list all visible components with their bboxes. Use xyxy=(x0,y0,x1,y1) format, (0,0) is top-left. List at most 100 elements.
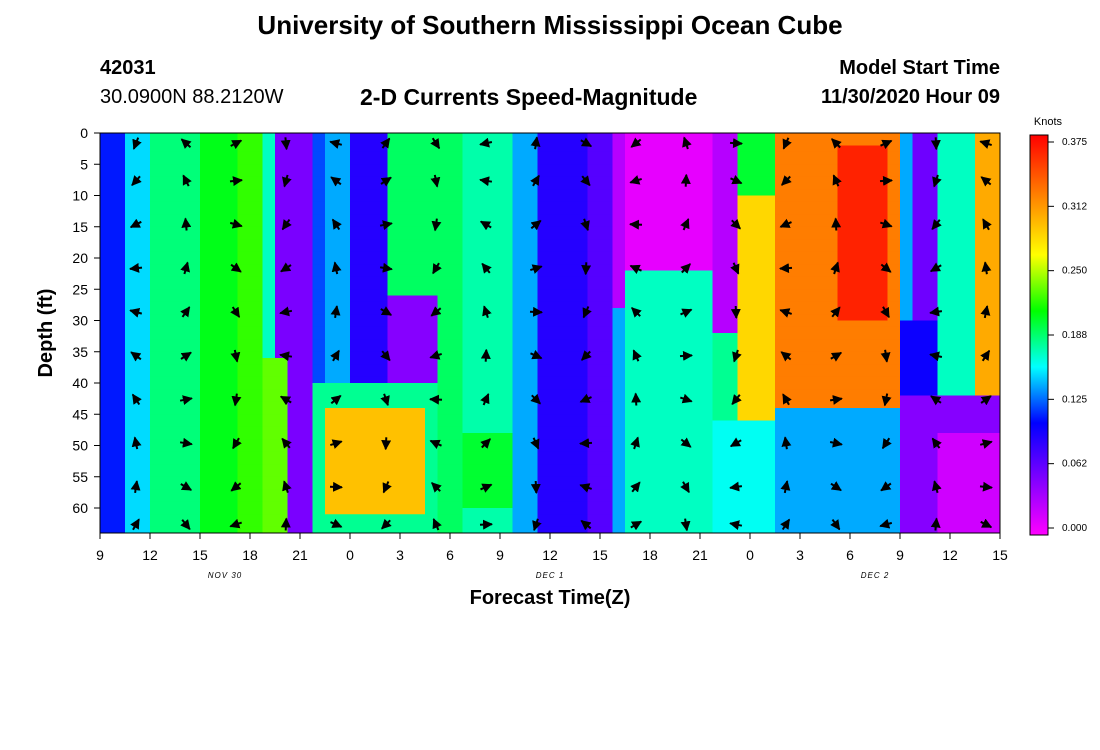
heatmap-cell xyxy=(687,376,701,384)
heatmap-cell xyxy=(700,220,714,228)
heatmap-cell xyxy=(225,433,239,440)
heatmap-cell xyxy=(400,501,414,509)
heatmap-cell xyxy=(875,214,889,222)
heatmap-cell xyxy=(125,376,139,384)
heatmap-cell xyxy=(437,351,451,359)
heatmap-cell xyxy=(362,426,376,434)
heatmap-cell xyxy=(637,439,651,447)
heatmap-cell xyxy=(862,245,876,253)
heatmap-cell xyxy=(212,351,226,359)
heatmap-cell xyxy=(962,170,976,178)
heatmap-cell xyxy=(262,308,276,315)
heatmap-cell xyxy=(100,389,114,397)
heatmap-cell xyxy=(187,395,201,403)
heatmap-cell xyxy=(400,383,414,390)
current-arrow xyxy=(929,306,943,317)
heatmap-cell xyxy=(262,426,276,434)
heatmap-cell xyxy=(700,383,714,390)
heatmap-cell xyxy=(562,314,576,322)
heatmap-cell xyxy=(300,339,314,347)
heatmap-cell xyxy=(562,295,576,303)
heatmap-cell xyxy=(262,239,276,247)
heatmap-cell xyxy=(400,214,414,222)
heatmap-cell xyxy=(112,270,126,278)
heatmap-cell xyxy=(875,414,889,422)
heatmap-cell xyxy=(862,383,876,390)
heatmap-cell xyxy=(262,401,276,409)
heatmap-cell xyxy=(400,139,414,147)
heatmap-cell xyxy=(612,439,626,447)
heatmap-cell xyxy=(650,301,664,309)
heatmap-cell xyxy=(137,220,151,228)
heatmap-cell xyxy=(387,239,401,247)
heatmap-cell xyxy=(850,326,864,334)
heatmap-cell xyxy=(275,295,289,303)
heatmap-cell xyxy=(212,376,226,384)
heatmap-cell xyxy=(600,295,614,303)
heatmap-cell xyxy=(675,501,689,509)
heatmap-cell xyxy=(100,408,114,415)
heatmap-cell xyxy=(325,526,339,533)
heatmap-cell xyxy=(237,339,251,347)
heatmap-cell xyxy=(425,195,439,203)
heatmap-cell xyxy=(262,301,276,309)
heatmap-cell xyxy=(925,414,939,422)
heatmap-cell xyxy=(387,201,401,209)
heatmap-cell xyxy=(300,351,314,359)
heatmap-cell xyxy=(150,170,164,178)
heatmap-cell xyxy=(650,489,664,497)
heatmap-cell xyxy=(712,164,726,172)
heatmap-cell xyxy=(350,420,364,428)
heatmap-cell xyxy=(575,289,589,297)
heatmap-cell xyxy=(375,151,389,159)
heatmap-cell xyxy=(950,133,964,140)
heatmap-cell xyxy=(325,145,339,153)
heatmap-cell xyxy=(675,414,689,422)
heatmap-cell xyxy=(225,376,239,384)
heatmap-cell xyxy=(600,226,614,234)
heatmap-cell xyxy=(387,158,401,165)
heatmap-cell xyxy=(450,220,464,228)
heatmap-cell xyxy=(587,183,601,190)
heatmap-cell xyxy=(700,283,714,290)
heatmap-cell xyxy=(350,526,364,533)
heatmap-cell xyxy=(512,314,526,322)
heatmap-cell xyxy=(650,308,664,315)
heatmap-cell xyxy=(300,314,314,322)
heatmap-cell xyxy=(175,333,189,340)
heatmap-cell xyxy=(950,351,964,359)
heatmap-cell xyxy=(475,314,489,322)
heatmap-cell xyxy=(587,501,601,509)
heatmap-cell xyxy=(350,401,364,409)
heatmap-cell xyxy=(562,233,576,240)
heatmap-cell xyxy=(637,289,651,297)
heatmap-cell xyxy=(600,145,614,153)
heatmap-cell xyxy=(912,176,926,184)
current-arrow xyxy=(230,481,242,492)
heatmap-cell xyxy=(962,489,976,497)
heatmap-cell xyxy=(387,501,401,509)
heatmap-cell xyxy=(212,439,226,447)
heatmap-cell xyxy=(225,458,239,465)
heatmap-cell xyxy=(925,364,939,372)
heatmap-cell xyxy=(762,258,776,265)
heatmap-cell xyxy=(325,508,339,515)
heatmap-cell xyxy=(600,508,614,515)
heatmap-cell xyxy=(850,408,864,415)
heatmap-cell xyxy=(987,214,1000,222)
heatmap-cell xyxy=(725,326,739,334)
heatmap-cell xyxy=(587,258,601,265)
heatmap-cell xyxy=(325,158,339,165)
heatmap-cell xyxy=(637,514,651,522)
heatmap-cell xyxy=(225,183,239,190)
heatmap-cell xyxy=(912,451,926,459)
heatmap-cell xyxy=(300,345,314,353)
heatmap-cell xyxy=(675,326,689,334)
heatmap-cell xyxy=(475,495,489,503)
heatmap-cell xyxy=(225,489,239,497)
heatmap-cell xyxy=(300,308,314,315)
heatmap-cell xyxy=(637,333,651,340)
heatmap-cell xyxy=(950,489,964,497)
current-arrow xyxy=(330,176,342,187)
heatmap-cell xyxy=(500,420,514,428)
